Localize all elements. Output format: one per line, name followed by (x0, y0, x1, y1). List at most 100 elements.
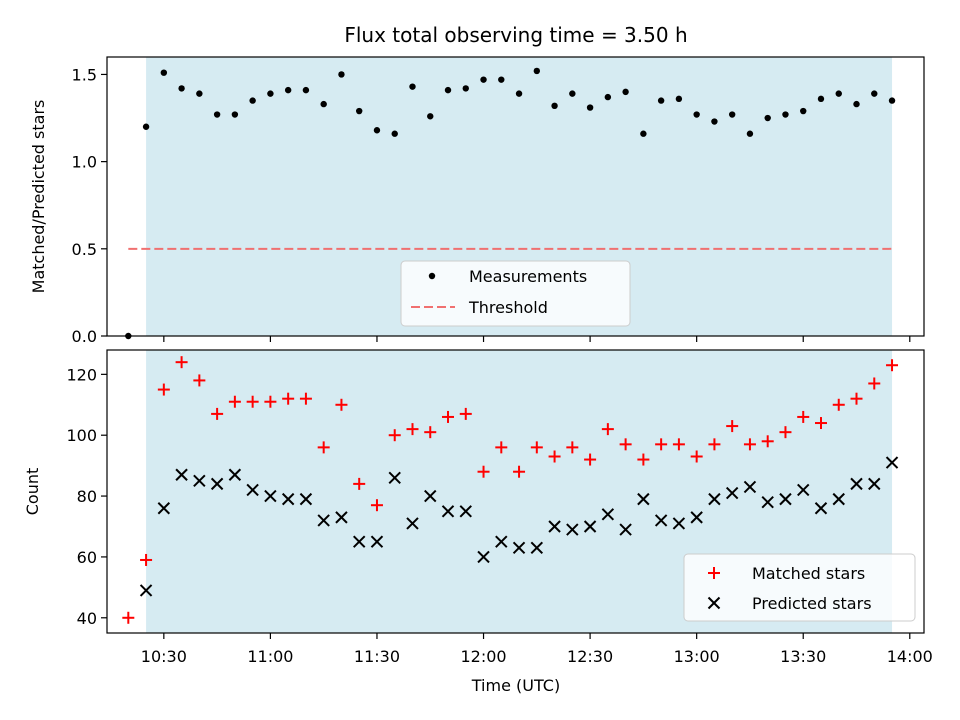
x-tick-label: 10:30 (141, 647, 187, 666)
ratio-legend: Measurements Threshold (400, 260, 631, 327)
measurement-point (373, 127, 381, 134)
matched-star-point (370, 499, 383, 512)
count-axes-frame (106, 349, 925, 634)
matched-star-point (193, 374, 206, 387)
predicted-star-point (352, 535, 366, 548)
matched-star-point (246, 395, 259, 408)
predicted-star-point-b (157, 502, 171, 515)
measurement-point (427, 113, 434, 120)
matched-star-point (424, 426, 437, 439)
predicted-star-point-b (850, 477, 863, 491)
x-tick-label: 11:30 (354, 647, 400, 666)
predicted-star-point (299, 492, 313, 506)
predicted-star-point (210, 477, 224, 491)
measurement-point (515, 90, 523, 97)
measurement-point (302, 86, 310, 94)
matched-star-points (122, 356, 899, 624)
matched-star-point (530, 441, 543, 454)
predicted-star-point-b (708, 492, 721, 506)
predicted-star-points (139, 456, 899, 597)
matched-star-point (442, 410, 455, 423)
ratio-x-ticks (163, 336, 911, 342)
y-tick-label: 60 (77, 548, 97, 567)
legend-predicted-marker (707, 596, 721, 610)
predicted-star-point-b (495, 535, 508, 548)
matched-star-point (477, 465, 490, 478)
matched-star-point (388, 429, 401, 442)
matched-star-point (175, 356, 188, 369)
measurement-point (320, 100, 327, 108)
predicted-star-point-b (601, 508, 615, 521)
predicted-star-point (868, 477, 881, 491)
predicted-star-point-b (868, 477, 881, 491)
predicted-star-point-b (797, 483, 810, 497)
predicted-star-point-b (512, 541, 526, 555)
y-tick-label: 80 (77, 487, 97, 506)
measurement-point (231, 111, 239, 118)
measurement-point (728, 111, 736, 118)
predicted-star-point (228, 468, 242, 481)
matched-star-point (708, 438, 721, 451)
matched-star-point (601, 423, 614, 436)
legend-measurements-label: Measurements (469, 267, 587, 286)
predicted-star-point (495, 535, 508, 548)
predicted-star-point (779, 492, 792, 506)
ratio-panel: 0.0 0.5 1.0 1.5 Matched/Predicted stars Mea… (29, 56, 925, 346)
predicted-star-point (335, 511, 348, 524)
predicted-star-point-b (619, 523, 632, 536)
measurement-point (249, 97, 256, 104)
matched-star-point (264, 395, 277, 408)
y-tick-label: 0.5 (72, 240, 97, 259)
count-x-ticks: 10:30 11:00 11:30 12:00 12:30 13:00 13:30 14:00 (141, 633, 933, 666)
predicted-star-point (637, 492, 650, 506)
predicted-star-point (690, 511, 703, 524)
matched-star-point (743, 438, 756, 451)
predicted-star-point-b (548, 520, 561, 533)
measurement-point (196, 90, 203, 97)
legend-matched-symbol (708, 567, 720, 579)
count-y-ticks: 40 60 80 100 120 (66, 365, 107, 628)
measurement-point (356, 107, 363, 115)
measurement-point (817, 95, 825, 103)
predicted-star-point-b (264, 489, 277, 503)
y-tick-label: 40 (77, 609, 97, 628)
predicted-star-point (193, 474, 206, 488)
predicted-star-point-b (725, 486, 739, 500)
measurement-point (800, 107, 807, 115)
matched-star-point (548, 450, 561, 463)
legend-predicted-symbol-b (707, 596, 721, 610)
measurement-point (764, 114, 771, 122)
matched-star-point (299, 392, 312, 405)
predicted-star-point-b (885, 456, 899, 469)
measurement-point (586, 104, 594, 111)
matched-star-point (797, 410, 810, 423)
predicted-star-point-b (832, 492, 845, 506)
predicted-star-point-b (441, 505, 455, 518)
measurement-point (178, 85, 185, 92)
legend-threshold-label: Threshold (468, 298, 548, 317)
matched-star-point (495, 441, 508, 454)
predicted-star-point-b (814, 502, 828, 515)
matched-star-point (814, 417, 827, 430)
matched-star-point (157, 383, 170, 396)
predicted-star-point (708, 492, 721, 506)
measurement-point (267, 90, 274, 97)
predicted-star-point (246, 483, 259, 497)
matched-star-point (761, 435, 774, 448)
predicted-star-point-b (246, 483, 259, 497)
x-tick-label: 13:30 (780, 647, 826, 666)
predicted-star-point-b (459, 505, 472, 518)
predicted-star-point-b (583, 520, 597, 533)
matched-star-point (726, 420, 739, 433)
predicted-star-point (477, 550, 490, 564)
measurement-point (391, 130, 398, 137)
x-tick-label: 14:00 (887, 647, 933, 666)
measurement-point (533, 67, 541, 75)
predicted-star-point (850, 477, 863, 491)
measurement-point (213, 111, 221, 118)
matched-star-point (868, 377, 881, 390)
predicted-star-point (281, 492, 295, 506)
matched-star-point (140, 553, 153, 566)
y-tick-label: 100 (66, 426, 97, 445)
predicted-star-point-b (317, 514, 330, 527)
